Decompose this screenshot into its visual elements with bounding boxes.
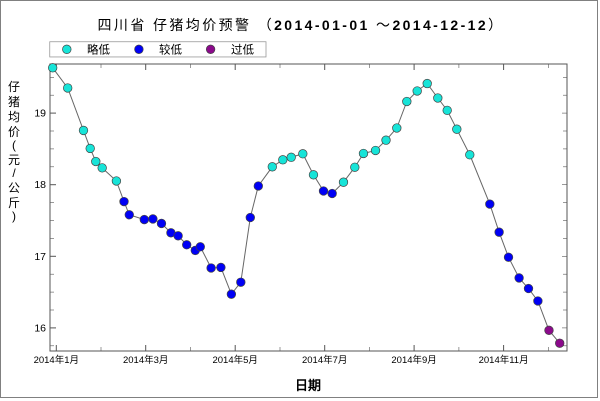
svg-text:略低: 略低: [87, 42, 110, 56]
svg-text:/: /: [12, 166, 16, 180]
svg-text:日期: 日期: [295, 378, 321, 393]
svg-text:2014年7月: 2014年7月: [302, 354, 347, 366]
svg-text:18: 18: [34, 179, 46, 191]
svg-text:19: 19: [34, 108, 46, 120]
svg-text:仔: 仔: [8, 80, 20, 94]
svg-text:2014年9月: 2014年9月: [391, 354, 436, 366]
svg-text:2014年3月: 2014年3月: [123, 354, 168, 366]
svg-text:均: 均: [8, 110, 20, 124]
svg-text:): ): [12, 209, 16, 223]
svg-text:斤: 斤: [8, 196, 20, 210]
svg-text:17: 17: [34, 251, 46, 263]
svg-text:价: 价: [8, 125, 20, 139]
svg-text:元: 元: [8, 153, 20, 167]
svg-text:公: 公: [8, 181, 20, 195]
svg-text:猪: 猪: [8, 95, 20, 109]
svg-text:2014年11月: 2014年11月: [479, 354, 529, 366]
svg-text:2014年1月: 2014年1月: [34, 354, 79, 366]
svg-text:16: 16: [34, 322, 46, 334]
svg-text:2014年5月: 2014年5月: [212, 354, 257, 366]
svg-text:较低: 较低: [159, 42, 182, 56]
svg-text:过低: 过低: [231, 43, 254, 56]
svg-text:(: (: [12, 138, 16, 152]
